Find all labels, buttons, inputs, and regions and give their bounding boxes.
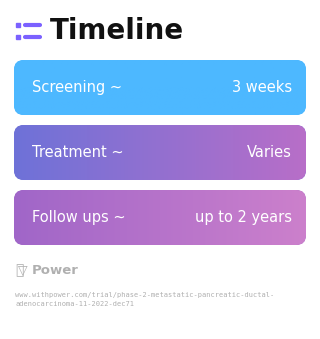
Text: Power: Power xyxy=(32,263,79,277)
Text: ᯾: ᯾ xyxy=(15,263,23,277)
Text: Treatment ~: Treatment ~ xyxy=(32,145,124,160)
Text: ▽: ▽ xyxy=(18,263,28,277)
Text: Follow ups ~: Follow ups ~ xyxy=(32,210,126,225)
FancyBboxPatch shape xyxy=(14,190,306,245)
FancyBboxPatch shape xyxy=(14,60,306,115)
Text: up to 2 years: up to 2 years xyxy=(195,210,292,225)
Text: Timeline: Timeline xyxy=(50,17,184,45)
Text: Screening ~: Screening ~ xyxy=(32,80,122,95)
Text: www.withpower.com/trial/phase-2-metastatic-pancreatic-ductal-
adenocarcinoma-11-: www.withpower.com/trial/phase-2-metastat… xyxy=(15,292,274,306)
Text: 3 weeks: 3 weeks xyxy=(232,80,292,95)
FancyBboxPatch shape xyxy=(14,125,306,180)
Text: Varies: Varies xyxy=(247,145,292,160)
